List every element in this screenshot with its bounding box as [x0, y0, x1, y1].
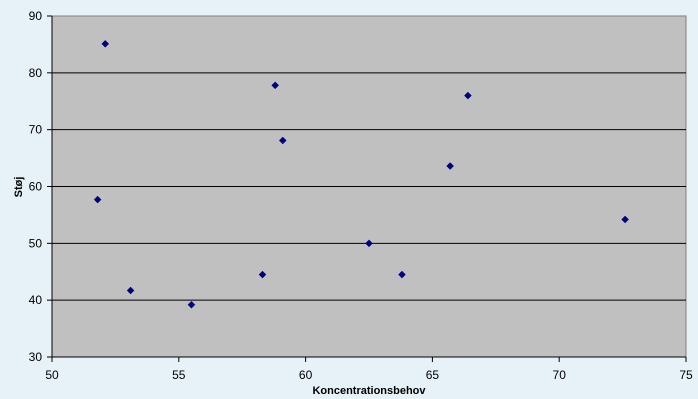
data-point	[365, 239, 373, 248]
y-tick-label: 30	[29, 350, 43, 364]
data-point	[446, 162, 455, 170]
data-point	[258, 270, 267, 279]
y-tick-label: 40	[29, 293, 43, 307]
data-point	[101, 39, 110, 48]
x-axis-ticks: 50 55 60 65 70 75	[45, 357, 693, 382]
data-point	[93, 195, 102, 204]
y-tick-label: 50	[29, 236, 43, 250]
y-axis-ticks: 30 40 50 60 70 80 90	[29, 9, 52, 364]
x-tick-label: 50	[45, 368, 59, 382]
data-point	[271, 81, 280, 90]
y-axis-title: Støj	[13, 177, 25, 198]
y-tick-label: 80	[29, 66, 43, 80]
data-point	[621, 215, 629, 224]
data-point	[278, 136, 287, 145]
y-tick-label: 90	[29, 9, 43, 23]
x-axis-title: Koncentrationsbehov	[312, 385, 426, 397]
x-tick-label: 60	[299, 368, 313, 382]
x-tick-label: 75	[679, 368, 693, 382]
data-point	[464, 91, 472, 100]
data-point	[187, 300, 196, 309]
y-tick-label: 60	[29, 180, 43, 194]
data-point	[398, 270, 406, 279]
data-point	[126, 286, 135, 295]
x-tick-label: 55	[172, 368, 186, 382]
y-tick-label: 70	[29, 123, 43, 137]
x-tick-label: 65	[426, 368, 440, 382]
data-points	[93, 39, 629, 309]
x-tick-label: 70	[553, 368, 567, 382]
